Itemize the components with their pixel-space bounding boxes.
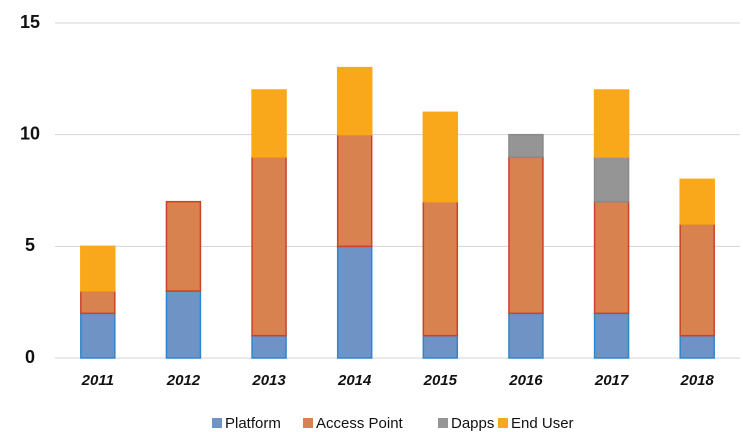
bar-segment: [251, 156, 287, 337]
legend-swatch: [212, 418, 222, 428]
legend-label: Access Point: [316, 415, 404, 432]
x-tick-label: 2013: [251, 372, 286, 389]
bar-segment: [593, 312, 630, 359]
bar-segment: [422, 200, 459, 337]
bar-segment: [508, 133, 544, 158]
bar-segment: [80, 290, 116, 315]
bar-segment: [336, 66, 373, 136]
x-tick-label: 2015: [423, 372, 458, 389]
bar-segment: [508, 156, 544, 315]
x-tick-label: 2017: [594, 372, 629, 389]
bar-segment: [593, 156, 630, 203]
bar-segment: [251, 334, 287, 359]
legend-swatch: [498, 418, 508, 428]
legend-swatch: [303, 418, 313, 428]
bar-segment: [80, 312, 116, 359]
bar-segment: [336, 133, 373, 248]
bar-segment: [422, 111, 459, 203]
bar-segment: [679, 178, 715, 225]
bar-segment: [165, 290, 202, 359]
bar-segment: [593, 89, 630, 158]
bar-segment: [251, 89, 287, 158]
x-tick-label: 2016: [508, 372, 543, 389]
y-tick-label: 15: [20, 12, 40, 32]
x-tick-label: 2018: [680, 372, 715, 389]
bar-segment: [679, 334, 715, 359]
bar-segment: [80, 245, 116, 292]
legend-label: Dapps: [451, 415, 494, 432]
x-tick-label: 2011: [81, 372, 114, 389]
bar-segment: [679, 223, 715, 337]
x-tick-label: 2014: [337, 372, 372, 389]
bar-segment: [593, 200, 630, 315]
legend-label: End User: [511, 415, 574, 432]
y-tick-label: 5: [25, 235, 35, 255]
y-tick-label: 0: [25, 347, 35, 367]
bar-segment: [336, 245, 373, 359]
y-tick-label: 10: [20, 123, 40, 143]
x-tick-label: 2012: [166, 372, 201, 389]
bar-segment: [165, 200, 202, 292]
bar-segment: [422, 334, 459, 359]
bar-segment: [508, 312, 544, 359]
legend-swatch: [438, 418, 448, 428]
legend-label: Platform: [225, 415, 281, 432]
